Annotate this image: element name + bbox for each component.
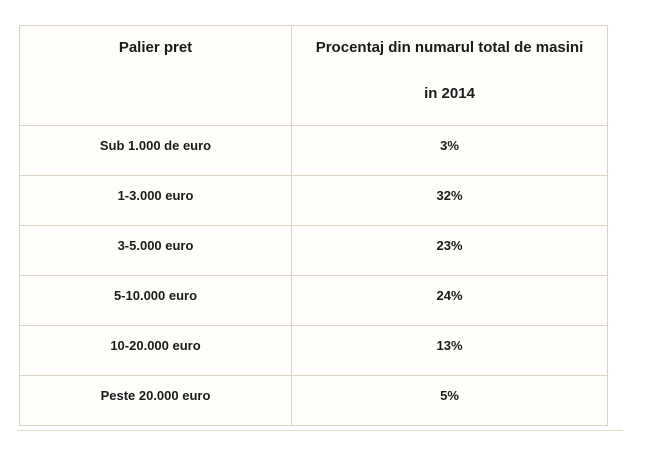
percent-cell: 5% <box>291 375 608 426</box>
table-row: Sub 1.000 de euro 3% <box>19 125 608 176</box>
tier-cell: Sub 1.000 de euro <box>19 125 292 176</box>
table-outer-shadow-line <box>17 430 623 431</box>
header-label-procentaj-line2: in 2014 <box>424 85 475 102</box>
percent-cell: 23% <box>291 225 608 276</box>
tier-cell: 1-3.000 euro <box>19 175 292 226</box>
tier-cell: 10-20.000 euro <box>19 325 292 376</box>
table-row: 10-20.000 euro 13% <box>19 325 608 376</box>
tier-cell: Peste 20.000 euro <box>19 375 292 426</box>
header-label-procentaj-line1: Procentaj din numarul total de masini <box>315 39 584 56</box>
tier-cell: 5-10.000 euro <box>19 275 292 326</box>
percent-cell: 3% <box>291 125 608 176</box>
table-row: 3-5.000 euro 23% <box>19 225 608 276</box>
header-cell-procentaj: Procentaj din numarul total de masini in… <box>291 25 608 126</box>
header-cell-palier-pret: Palier pret <box>19 25 292 126</box>
table-row: 1-3.000 euro 32% <box>19 175 608 226</box>
table-row: Peste 20.000 euro 5% <box>19 375 608 426</box>
table-row: 5-10.000 euro 24% <box>19 275 608 326</box>
header-row: Palier pret Procentaj din numarul total … <box>19 25 608 126</box>
price-table: Palier pret Procentaj din numarul total … <box>19 25 608 426</box>
header-label-palier-pret: Palier pret <box>118 39 193 56</box>
percent-cell: 13% <box>291 325 608 376</box>
percent-cell: 24% <box>291 275 608 326</box>
tier-cell: 3-5.000 euro <box>19 225 292 276</box>
percent-cell: 32% <box>291 175 608 226</box>
